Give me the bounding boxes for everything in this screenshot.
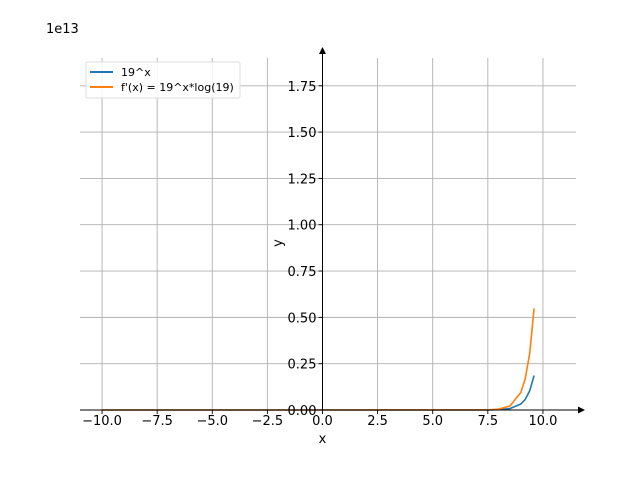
- x-tick-label: 0.0: [312, 414, 333, 429]
- x-axis-label: x: [319, 432, 327, 447]
- y-axis-label: y: [271, 239, 286, 247]
- x-tick-label: 5.0: [422, 414, 443, 429]
- x-tick-label: −7.5: [141, 414, 173, 429]
- x-axis-arrow: [578, 406, 585, 414]
- legend: 19^x f'(x) = 19^x*log(19): [85, 61, 241, 99]
- y-tick-label: 0.25: [288, 358, 317, 373]
- series-layer: [102, 308, 535, 411]
- x-tick-label: 2.5: [367, 414, 388, 429]
- y-tick-label: 1.75: [288, 80, 317, 95]
- y-tick-label: 1.50: [288, 126, 317, 141]
- y-tick-label: 0.50: [288, 311, 317, 326]
- y-axis-arrow: [318, 47, 326, 54]
- y-tick-label: 1.00: [288, 219, 317, 234]
- y-tick-label: 0.75: [288, 265, 317, 280]
- x-tick-label: −5.0: [196, 414, 228, 429]
- series-line-1: [102, 375, 535, 411]
- legend-frame: [85, 61, 241, 99]
- ticks: −10.0 −7.5 −5.0 −2.5 0.0 2.5 5.0 7.5 10.0 0.00 0.2…: [82, 80, 557, 429]
- grid: [80, 58, 576, 411]
- x-tick-label: 7.5: [477, 414, 498, 429]
- y-tick-label: 0.00: [288, 404, 317, 419]
- series-line-2: [102, 308, 535, 411]
- axes: [80, 47, 585, 414]
- x-tick-label: −2.5: [252, 414, 284, 429]
- y-tick-label: 1.25: [288, 172, 317, 187]
- x-tick-label: −10.0: [82, 414, 122, 429]
- legend-label-1: 19^x: [121, 66, 151, 79]
- legend-label-2: f'(x) = 19^x*log(19): [121, 81, 234, 94]
- x-tick-label: 10.0: [528, 414, 557, 429]
- y-scale-multiplier: 1e13: [46, 22, 79, 37]
